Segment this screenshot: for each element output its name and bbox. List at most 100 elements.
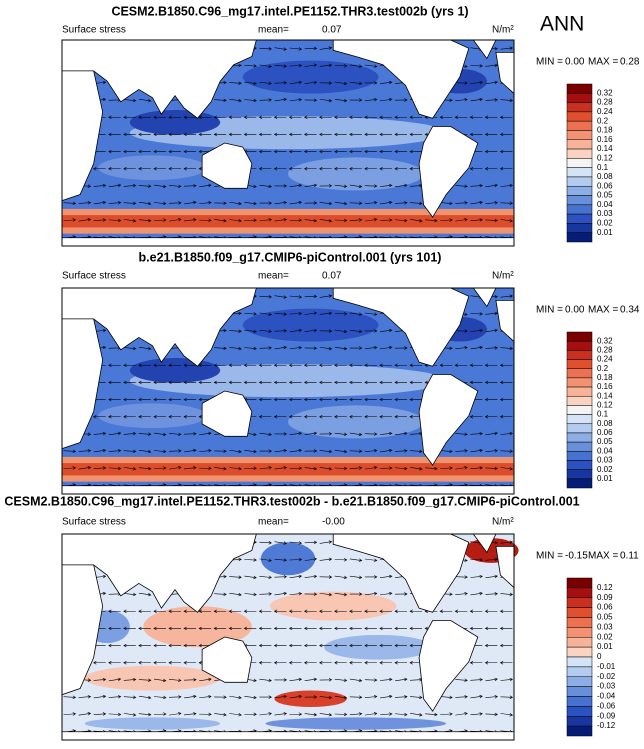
wind-arrow — [153, 415, 166, 419]
wind-arrow — [410, 449, 423, 454]
wind-arrow — [334, 312, 348, 316]
wind-arrow — [288, 149, 302, 154]
wind-arrow — [108, 115, 121, 119]
wind-arrow — [183, 132, 197, 137]
colorbar-swatch — [566, 139, 593, 150]
wind-arrow — [243, 132, 257, 137]
wind-arrow — [349, 626, 362, 631]
wind-arrow — [289, 200, 303, 205]
wind-arrow — [440, 201, 453, 206]
wind-arrow — [303, 380, 317, 385]
colorbar-label: 0.14 — [597, 144, 613, 153]
wind-arrow — [123, 219, 137, 223]
wind-arrow — [289, 557, 303, 562]
wind-arrow — [199, 694, 212, 699]
colorbar-label: 0.06 — [597, 603, 613, 612]
wind-arrow — [319, 201, 333, 206]
wind-arrow — [349, 592, 363, 596]
colorbar-label: -0.02 — [597, 672, 616, 681]
wind-arrow — [379, 167, 392, 171]
colorbar-swatch — [566, 359, 593, 369]
wind-arrow — [243, 380, 257, 385]
wind-arrow — [304, 431, 318, 436]
shade — [242, 308, 379, 342]
wind-arrow — [470, 345, 483, 350]
wind-arrow — [273, 380, 287, 385]
wind-arrow — [500, 713, 514, 717]
wind-arrow — [455, 466, 468, 470]
wind-arrow — [500, 677, 514, 682]
wind-arrow — [379, 626, 392, 631]
wind-arrow — [289, 677, 303, 682]
wind-arrow — [469, 363, 483, 367]
wind-arrow — [304, 98, 318, 102]
wind-arrow — [108, 132, 121, 137]
colorbar-label: 0.02 — [597, 219, 613, 228]
colorbar-swatch — [566, 478, 593, 489]
wind-arrow — [379, 345, 393, 350]
colorbar-label: 0.12 — [597, 153, 613, 162]
wind-arrow — [484, 149, 498, 154]
wind-arrow — [454, 609, 468, 613]
wind-arrow — [153, 149, 166, 154]
wind-arrow — [123, 115, 136, 119]
land — [61, 485, 515, 495]
colorbar-label: 0.02 — [597, 465, 613, 474]
wind-arrow — [213, 626, 227, 631]
wind-arrow — [258, 380, 272, 385]
wind-arrow — [319, 415, 332, 419]
land — [201, 636, 253, 683]
wind-arrow — [244, 575, 257, 580]
colorbar-label: 0.12 — [597, 401, 613, 410]
wind-arrow — [349, 449, 363, 453]
wind-arrow — [108, 695, 122, 699]
wind-arrow — [138, 415, 151, 419]
wind-arrow — [138, 712, 152, 717]
wind-arrow — [229, 201, 242, 206]
wind-arrow — [364, 167, 377, 171]
wind-arrow — [334, 329, 348, 334]
colorbar-label: 0.1 — [597, 163, 609, 172]
shade — [265, 717, 447, 730]
wind-arrow — [273, 626, 287, 631]
wind-arrow — [349, 167, 362, 171]
wind-arrow — [289, 97, 303, 102]
map — [61, 533, 519, 741]
colorbar-label: 0.16 — [597, 135, 613, 144]
wind-arrow — [349, 380, 362, 385]
wind-arrow — [485, 466, 499, 471]
wind-arrow — [349, 661, 362, 665]
colorbar-swatch — [566, 167, 593, 178]
colorbar-swatch — [566, 83, 593, 94]
colorbar-label: 0.05 — [597, 191, 613, 200]
wind-arrow — [259, 47, 273, 51]
wind-arrow — [123, 183, 137, 188]
wind-arrow — [485, 712, 499, 717]
wind-arrow — [304, 183, 318, 188]
wind-arrow — [410, 219, 423, 223]
wind-arrow — [108, 661, 121, 665]
wind-arrow — [214, 201, 227, 205]
wind-arrow — [274, 712, 288, 716]
wind-arrow — [394, 132, 407, 137]
wind-arrow — [410, 713, 423, 717]
wind-arrow — [440, 218, 453, 222]
wind-arrow — [199, 218, 212, 223]
wind-arrow — [199, 466, 212, 471]
wind-arrow — [138, 346, 152, 351]
wind-arrow — [364, 363, 377, 367]
map — [61, 39, 515, 247]
colorbar-label: 0.03 — [597, 622, 613, 631]
wind-arrow — [214, 467, 227, 471]
wind-arrow — [455, 575, 468, 579]
wind-arrow — [319, 346, 333, 351]
wind-arrow — [153, 218, 167, 222]
wind-arrow — [455, 592, 468, 596]
wind-arrow — [123, 167, 136, 171]
wind-arrow — [93, 661, 106, 665]
wind-arrow — [259, 541, 273, 545]
wind-arrow — [485, 449, 498, 453]
wind-arrow — [469, 626, 483, 631]
wind-arrow — [364, 449, 378, 453]
wind-arrow — [470, 218, 483, 222]
